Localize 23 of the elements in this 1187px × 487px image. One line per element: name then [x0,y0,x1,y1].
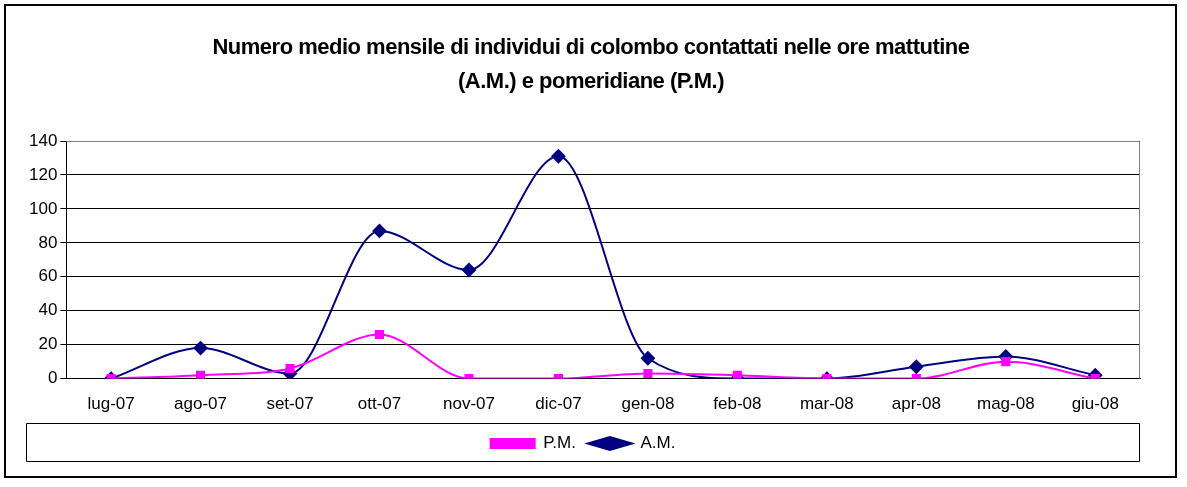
y-tick-label: 40 [38,300,58,320]
y-tick-label: 120 [28,164,58,184]
x-tick-label: feb-08 [713,394,762,414]
y-tick-label: 20 [38,334,58,354]
x-tick-label: mar-08 [799,394,854,414]
y-tick-label: 140 [28,130,58,150]
y-tick-label: 100 [28,198,58,218]
legend-label: A.M. [640,433,676,453]
x-tick-label: ott-07 [357,394,402,414]
x-tick-label: apr-08 [891,394,941,414]
legend-label: P.M. [543,433,576,453]
y-tick-label: 60 [38,266,58,286]
x-tick-label: set-07 [266,394,314,414]
chart-title: Numero medio mensile di individui di colombo contattati nelle ore mattutine (A.M.) e pomeridiane (P.M.) [211,33,971,95]
x-tick-label: nov-07 [442,394,495,414]
x-tick-label: lug-07 [87,394,135,414]
x-tick-label: gen-08 [621,394,675,414]
y-tick-label: 0 [47,368,58,388]
x-tick-label: ago-07 [174,394,228,414]
x-tick-label: dic-07 [535,394,582,414]
y-tick-label: 80 [38,232,58,252]
x-tick-label: mag-08 [976,394,1035,414]
x-tick-label: giu-08 [1071,394,1119,414]
